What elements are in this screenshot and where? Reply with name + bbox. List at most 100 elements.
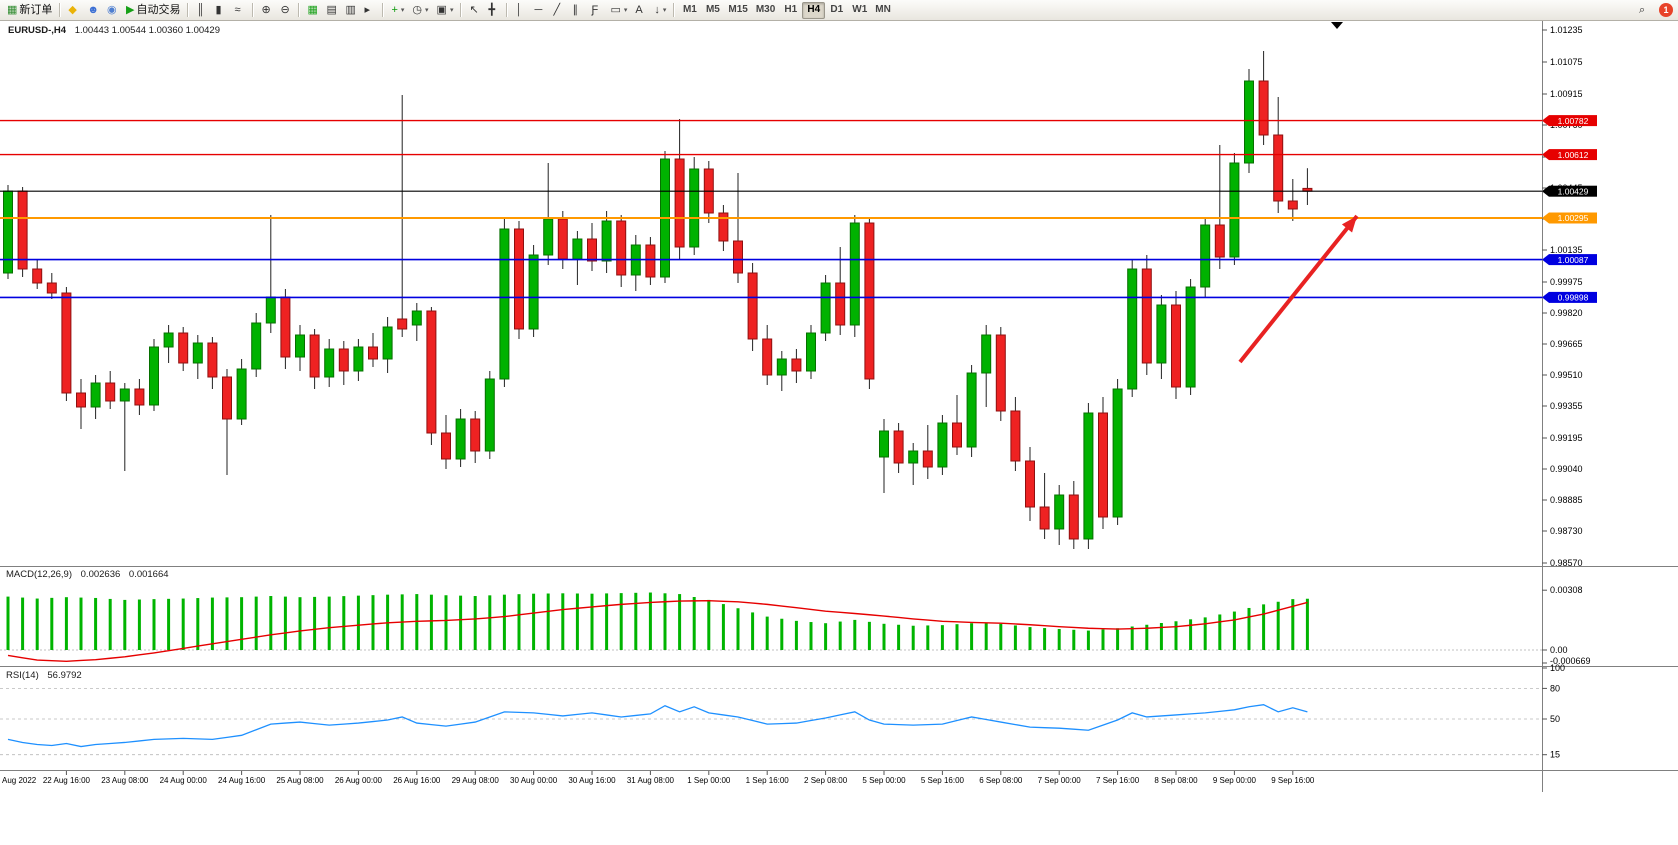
candle-body (645, 244, 656, 278)
horizontal-line-icon: ─ (534, 3, 543, 16)
price-tick-label: 0.99195 (1550, 433, 1583, 443)
candle-body (835, 282, 846, 326)
candle-body (1098, 412, 1108, 518)
timeframe-mn-button[interactable]: MN (871, 2, 895, 19)
candle-body (397, 318, 408, 330)
new-order-button[interactable]: ▦ 新订单 (3, 2, 56, 19)
alerts-button[interactable]: ◉ (103, 2, 122, 19)
candle-body (178, 332, 189, 364)
candle-body (879, 430, 889, 458)
price-tick-label: 0.98570 (1550, 558, 1583, 568)
chart-shift-button[interactable]: ▸ (360, 2, 379, 19)
window-list-button[interactable]: ▥ (341, 2, 360, 19)
chart-canvas[interactable]: 1.012351.010751.009151.007601.006001.004… (0, 0, 1678, 792)
toolbar-separator (298, 3, 301, 17)
timeframe-w1-button[interactable]: W1 (848, 2, 871, 19)
candle-body (61, 292, 72, 394)
search-button[interactable]: ⌕ (1635, 2, 1654, 19)
market-watch-button[interactable]: ☻ (83, 2, 103, 19)
arrows-button[interactable]: ↓ ▾ (650, 2, 670, 19)
timeframe-m30-button[interactable]: M30 (752, 2, 779, 19)
time-label: 31 Aug 08:00 (627, 776, 675, 785)
candle-body (1054, 494, 1065, 530)
candle-body (937, 422, 948, 468)
notification-badge[interactable]: 1 (1659, 3, 1673, 17)
time-label: 1 Sep 16:00 (746, 776, 790, 785)
fibonacci-button[interactable]: Ƒ (587, 2, 606, 19)
candle-body (528, 254, 539, 330)
badge-rect (1549, 212, 1597, 224)
candle-body (1112, 388, 1123, 518)
candle-body (338, 348, 349, 372)
badge-rect (1549, 254, 1597, 266)
trendline-button[interactable]: ╱ (549, 2, 568, 19)
periods-button[interactable]: ◷ ▾ (408, 2, 432, 19)
rsi-tick-label: 100 (1550, 663, 1565, 673)
candlestick-chart-button[interactable]: ▮ (211, 2, 230, 19)
candle-body (952, 422, 962, 448)
cascade-windows-button[interactable]: ▤ (322, 2, 341, 19)
candle-body (134, 388, 145, 406)
badge-rect (1549, 115, 1597, 127)
crosshair-button[interactable]: ╋ (484, 2, 503, 19)
cursor-button[interactable]: ↖ (465, 2, 484, 19)
candle-body (557, 218, 568, 260)
shapes-button[interactable]: ▭ ▾ (606, 2, 631, 19)
candle-body (1171, 304, 1181, 388)
tile-windows-button[interactable]: ▦ (303, 2, 322, 19)
timeframe-d1-button[interactable]: D1 (825, 2, 848, 19)
trend-arrow-head[interactable] (1341, 212, 1362, 233)
new-order-label: 新订单 (19, 3, 53, 16)
candle-body (46, 282, 57, 294)
candle-body (163, 332, 174, 348)
indicators-button[interactable]: + ▾ (387, 2, 408, 19)
time-label: 7 Sep 00:00 (1038, 776, 1082, 785)
timeframe-m5-button[interactable]: M5 (701, 2, 724, 19)
templates-button[interactable]: ▣ ▾ (433, 2, 458, 19)
candle-body (1244, 80, 1254, 164)
price-tick-label: 0.99510 (1550, 370, 1583, 380)
bar-chart-button[interactable]: ║ (192, 2, 211, 19)
toolbar-separator (673, 3, 676, 17)
timeframe-m1-button[interactable]: M1 (678, 2, 701, 19)
line-chart-button[interactable]: ≈ (230, 2, 249, 19)
zoom-out-button[interactable]: ⊖ (276, 2, 295, 19)
candle-body (470, 418, 481, 452)
candle-body (587, 238, 597, 262)
horizontal-line-button[interactable]: ─ (530, 2, 549, 19)
text-button[interactable]: A (631, 2, 650, 19)
timeframe-m15-button[interactable]: M15 (724, 2, 751, 19)
time-label: 26 Aug 00:00 (335, 776, 383, 785)
autotrading-button[interactable]: ▶ 自动交易 (122, 2, 184, 19)
chevron-down-icon: ▾ (662, 6, 667, 14)
time-label: 30 Aug 00:00 (510, 776, 558, 785)
time-label: 5 Sep 16:00 (921, 776, 965, 785)
vertical-line-button[interactable]: │ (511, 2, 530, 19)
shapes-icon: ▭ (610, 3, 621, 16)
candle-body (747, 272, 758, 340)
price-tick-label: 0.99355 (1550, 401, 1583, 411)
chart-shift-marker[interactable] (1331, 22, 1343, 29)
candle-body (32, 268, 43, 284)
zoom-in-button[interactable]: ⊕ (257, 2, 276, 19)
indicators-icon: + (391, 3, 398, 16)
candle-body (119, 388, 130, 402)
metaeditor-button[interactable]: ◆ (64, 2, 83, 19)
equidistant-channel-button[interactable]: ∥ (568, 2, 587, 19)
candle-body (689, 168, 700, 248)
timeframe-h4-button[interactable]: H4 (802, 1, 826, 19)
candle-body (1039, 506, 1050, 530)
trend-arrow[interactable] (1238, 214, 1359, 364)
candle-body (1273, 134, 1284, 202)
arrows-icon: ↓ (654, 3, 660, 16)
time-label: 8 Sep 08:00 (1154, 776, 1198, 785)
time-label: 30 Aug 16:00 (568, 776, 616, 785)
rsi-tick-label: 50 (1550, 714, 1560, 724)
candle-body (908, 450, 919, 464)
window-list-icon: ▥ (345, 3, 356, 16)
timeframe-h1-button[interactable]: H1 (779, 2, 802, 19)
bar-chart-icon: ║ (196, 3, 205, 16)
time-label: 26 Aug 16:00 (393, 776, 441, 785)
time-label: 25 Aug 08:00 (276, 776, 324, 785)
candle-body (309, 334, 320, 378)
